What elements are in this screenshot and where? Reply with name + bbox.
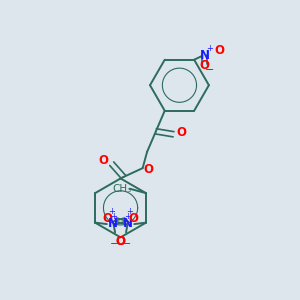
Text: O: O bbox=[143, 163, 153, 176]
Text: O: O bbox=[116, 235, 126, 248]
Text: CH₃: CH₃ bbox=[112, 184, 131, 194]
Text: O: O bbox=[116, 235, 125, 248]
Text: O: O bbox=[103, 212, 113, 225]
Text: −: − bbox=[110, 239, 119, 249]
Text: +: + bbox=[124, 212, 131, 221]
Text: O: O bbox=[128, 212, 138, 225]
Text: O: O bbox=[98, 154, 109, 167]
Text: +: + bbox=[126, 207, 133, 216]
Text: +: + bbox=[206, 44, 213, 53]
Text: O: O bbox=[214, 44, 224, 57]
Text: N: N bbox=[123, 217, 133, 230]
Text: O: O bbox=[177, 126, 187, 139]
Text: −: − bbox=[205, 65, 214, 75]
Text: +: + bbox=[108, 207, 115, 216]
Text: +: + bbox=[110, 212, 117, 221]
Text: O: O bbox=[200, 59, 209, 72]
Text: N: N bbox=[108, 217, 118, 230]
Text: N: N bbox=[200, 49, 209, 62]
Text: −: − bbox=[122, 239, 131, 249]
